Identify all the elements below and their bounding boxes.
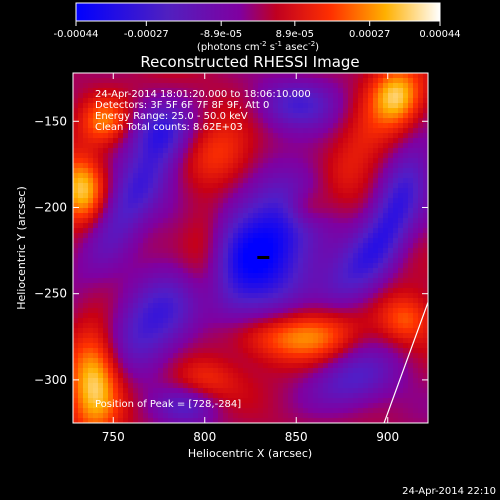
x-tick-label: 800 [193, 430, 216, 444]
footer-timestamp: 24-Apr-2014 22:10 [402, 486, 496, 497]
x-tick-label: 900 [376, 430, 399, 444]
x-tick-label: 850 [285, 430, 308, 444]
annotation-clean-counts: Clean Total counts: 8.62E+03 [95, 122, 243, 133]
annotation-energy-range: Energy Range: 25.0 - 50.0 keV [95, 111, 248, 122]
plot-frame [72, 72, 429, 424]
y-tick-label: −200 [34, 200, 67, 214]
centroid-marker [257, 255, 270, 259]
colorbar-tick-label: 8.9e-05 [276, 29, 314, 40]
x-tick-label: 750 [102, 430, 125, 444]
colorbar: -0.00044 -0.00027 -8.9e-05 8.9e-05 0.00027 0.… [54, 2, 461, 53]
colorbar-tick-label: -8.9e-05 [200, 29, 242, 40]
axis-ticks: 750 800 850 900 −150 −200 −250 −300 [34, 73, 428, 444]
colorbar-tick-label: 0.00027 [349, 29, 390, 40]
limb-line [383, 302, 429, 424]
x-axis-label: Heliocentric X (arcsec) [188, 447, 312, 460]
colorbar-frame [75, 2, 441, 22]
annotations: 24-Apr-2014 18:01:20.000 to 18:06:10.000… [95, 89, 311, 410]
annotation-detectors: Detectors: 3F 5F 6F 7F 8F 9F, Att 0 [95, 100, 269, 111]
y-tick-label: −300 [34, 373, 67, 387]
heatmap-canvas [73, 73, 428, 423]
annotation-time-range: 24-Apr-2014 18:01:20.000 to 18:06:10.000 [95, 89, 311, 100]
colorbar-unit-label: (photons cm-2 s-1 asec-2) [197, 40, 319, 53]
colorbar-tick-label: -0.00044 [54, 29, 99, 40]
heatmap-image [73, 73, 429, 424]
y-tick-label: −150 [34, 114, 67, 128]
chart-title: Reconstructed RHESSI Image [140, 53, 359, 71]
y-tick-label: −250 [34, 287, 67, 301]
colorbar-gradient [76, 3, 440, 21]
peak-position-label: Position of Peak = [728,-284] [95, 399, 241, 410]
y-axis-label: Heliocentric Y (arcsec) [15, 186, 28, 310]
colorbar-tick-label: 0.00044 [419, 29, 460, 40]
colorbar-tick-label: -0.00027 [124, 29, 169, 40]
heatmap-canvas-wrap [73, 73, 428, 423]
colorbar-ticks: -0.00044 -0.00027 -8.9e-05 8.9e-05 0.00027 0.… [54, 21, 461, 40]
